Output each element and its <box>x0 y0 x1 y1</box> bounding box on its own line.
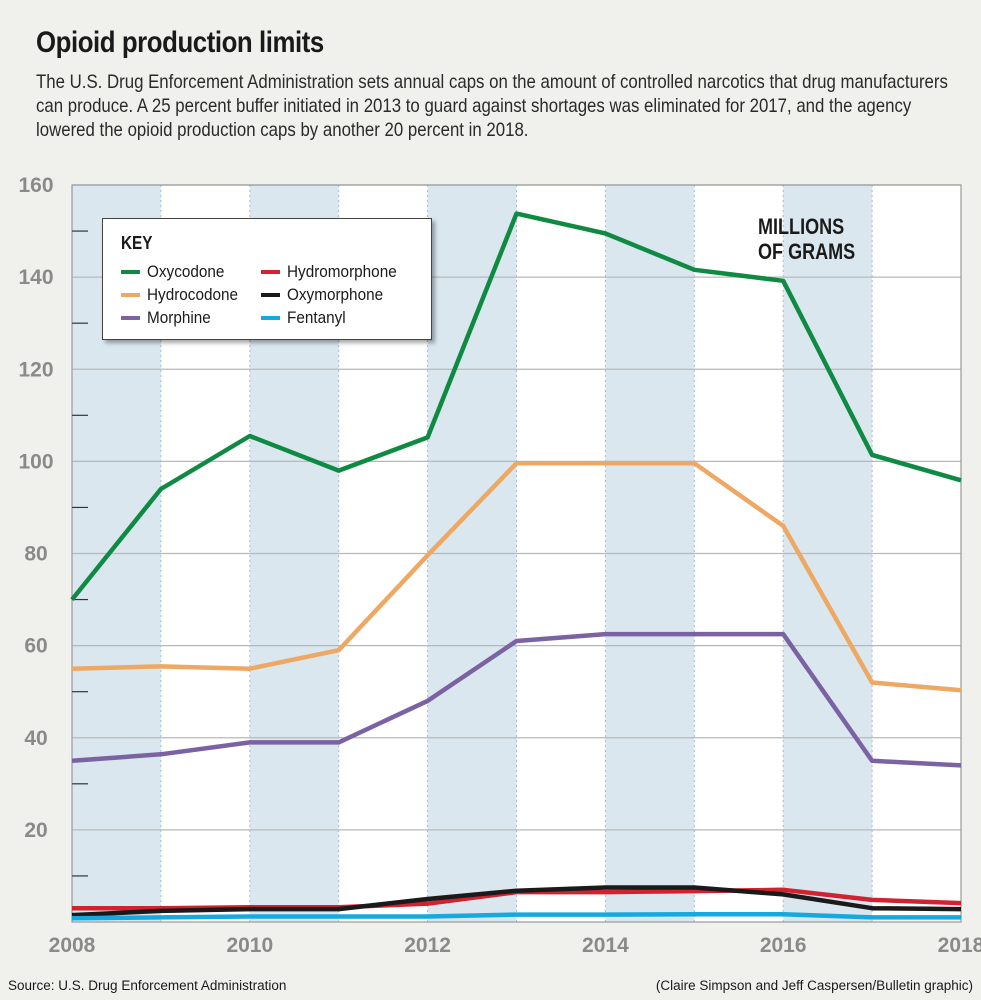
y-tick-label: 160 <box>18 174 53 197</box>
x-tick-label: 2012 <box>404 934 451 957</box>
units-label-line-1: MILLIONS <box>758 214 845 239</box>
legend-item-oxymorphone: Oxymorphone <box>261 284 394 306</box>
y-tick-label: 140 <box>18 266 53 289</box>
chart-legend: KEY Oxycodone Hydrocodone Morphine Hydro… <box>102 218 432 340</box>
y-tick-label: 100 <box>18 450 53 473</box>
source-prefix: Source: <box>8 978 55 993</box>
legend-swatch-hydrocodone <box>121 293 140 297</box>
page-title: Opioid production limits <box>36 26 324 59</box>
graphic-credit: (Claire Simpson and Jeff Caspersen/Bulle… <box>655 978 973 993</box>
x-tick-label: 2008 <box>49 934 96 957</box>
legend-swatch-oxycodone <box>121 270 140 274</box>
x-tick-label: 2010 <box>226 934 273 957</box>
legend-title: KEY <box>121 233 153 253</box>
y-tick-label: 80 <box>24 543 47 566</box>
y-tick-label: 120 <box>18 358 53 381</box>
series-line-fentanyl <box>71 911 961 921</box>
series-line-oxymorphone <box>71 885 962 918</box>
legend-item-morphine: Morphine <box>121 307 218 329</box>
legend-item-hydromorphone: Hydromorphone <box>261 261 409 283</box>
legend-label-hydromorphone: Hydromorphone <box>287 262 397 281</box>
legend-swatch-morphine <box>121 316 140 320</box>
legend-label-oxycodone: Oxycodone <box>147 262 225 281</box>
x-tick-label: 2018 <box>938 934 981 957</box>
plot-frame <box>71 184 962 923</box>
series-line-hydrocodone <box>71 460 962 693</box>
legend-swatch-fentanyl <box>261 316 280 320</box>
x-tick-label: 2014 <box>582 934 629 957</box>
series-line-morphine <box>71 631 962 768</box>
y-tick-label: 40 <box>24 727 47 750</box>
units-label: MILLIONS OF GRAMS <box>758 214 855 264</box>
y-tick-label: 20 <box>24 819 47 842</box>
legend-label-morphine: Morphine <box>147 308 211 327</box>
legend-label-oxymorphone: Oxymorphone <box>287 285 384 304</box>
source-text: U.S. Drug Enforcement Administration <box>58 978 287 993</box>
y-tick-label: 60 <box>24 635 47 658</box>
legend-swatch-hydromorphone <box>261 270 280 274</box>
units-label-line-2: OF GRAMS <box>758 239 856 264</box>
x-tick-label: 2016 <box>760 934 807 957</box>
legend-item-hydrocodone: Hydrocodone <box>121 284 248 306</box>
page-subtitle: The U.S. Drug Enforcement Administration… <box>36 71 948 141</box>
legend-item-oxycodone: Oxycodone <box>121 261 233 283</box>
legend-label-fentanyl: Fentanyl <box>287 308 346 327</box>
source-note: Source: U.S. Drug Enforcement Administra… <box>8 978 286 993</box>
legend-swatch-oxymorphone <box>261 293 280 297</box>
series-line-oxycodone <box>70 211 962 602</box>
legend-label-hydrocodone: Hydrocodone <box>147 285 239 304</box>
legend-item-fentanyl: Fentanyl <box>261 307 352 329</box>
